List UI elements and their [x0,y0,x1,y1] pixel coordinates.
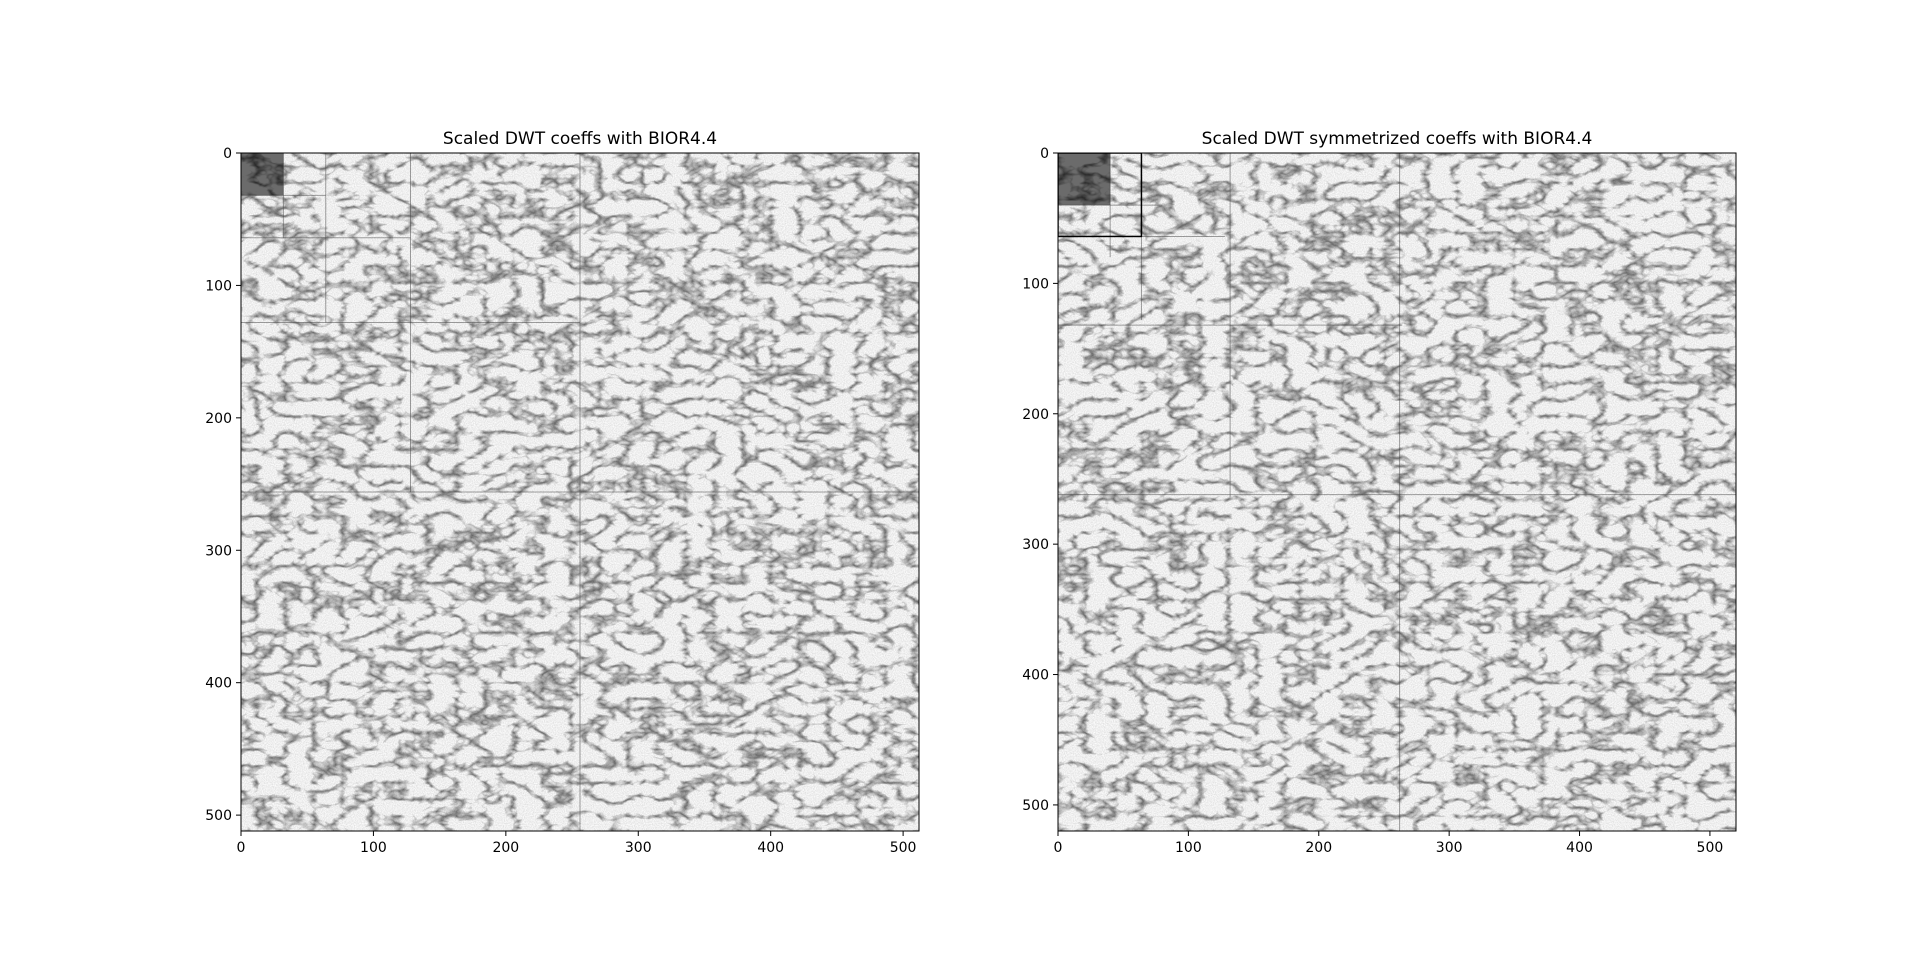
y-tick-label: 0 [1040,146,1049,162]
y-tick-label: 400 [1022,668,1049,684]
x-tick-label: 300 [625,840,652,856]
x-tick-label: 400 [757,840,784,856]
x-tick-label: 300 [1436,840,1463,856]
y-tick-label: 300 [205,543,232,559]
y-tick-label: 300 [1022,537,1049,553]
x-tick-label: 400 [1566,840,1593,856]
highlight-box [1058,153,1143,238]
approximation-texture [241,153,284,196]
x-tick-label: 500 [890,840,917,856]
x-tick-label: 100 [1175,840,1202,856]
x-tick-label: 0 [1054,840,1063,856]
axes-frame [1057,152,1737,832]
x-tick-label: 200 [492,840,519,856]
y-tick-label: 0 [223,146,232,162]
y-tick-label: 200 [1022,407,1049,423]
y-tick-label: 100 [205,278,232,294]
x-tick-label: 100 [360,840,387,856]
axes-left: Scaled DWT coeffs with BIOR4.4 0 100 200 300… [205,129,920,856]
x-tick-label: 0 [237,840,246,856]
axes-frame [240,152,920,832]
x-tick-label: 500 [1697,840,1724,856]
y-tick-label: 500 [1022,798,1049,814]
x-tick-label: 200 [1305,840,1332,856]
noise-texture [1058,153,1736,831]
coefficient-image [1058,153,1736,831]
y-tick-label: 200 [205,411,232,427]
y-tick-label: 100 [1022,276,1049,292]
y-tick-label: 500 [205,808,232,824]
y-tick-label: 400 [205,676,232,692]
approximation-texture [1058,153,1111,206]
coefficient-image [241,153,919,831]
chart-title: Scaled DWT symmetrized coeffs with BIOR4… [1202,129,1593,149]
axes-right: Scaled DWT symmetrized coeffs with BIOR4… [1022,129,1737,856]
chart-title: Scaled DWT coeffs with BIOR4.4 [443,129,717,149]
